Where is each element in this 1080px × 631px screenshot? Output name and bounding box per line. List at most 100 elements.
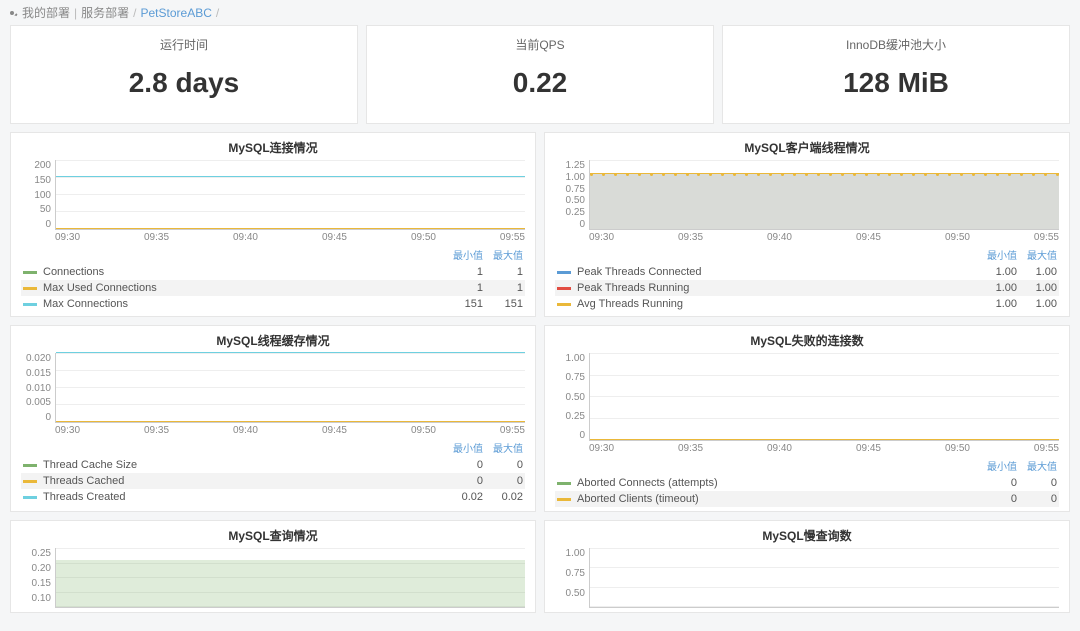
breadcrumb-current[interactable]: PetStoreABC — [141, 6, 212, 20]
series-fill — [590, 174, 1059, 229]
stat-value: 2.8 days — [11, 67, 357, 99]
stat-card-uptime: 运行时间 2.8 days — [10, 25, 358, 124]
legend-max: 151 — [493, 298, 523, 310]
legend-max: 1 — [493, 266, 523, 278]
chart[interactable]: 1.251.000.750.500.250 — [555, 160, 1059, 230]
legend-min: 0 — [987, 477, 1017, 489]
legend-swatch — [557, 271, 571, 274]
legend-row[interactable]: Aborted Connects (attempts) 00 — [555, 475, 1059, 491]
legend-row[interactable]: Thread Cache Size 00 — [21, 457, 525, 473]
legend-header: 最小值最大值 — [21, 436, 525, 457]
legend-row[interactable]: Max Used Connections11 — [21, 280, 525, 296]
stat-title: 运行时间 — [11, 36, 357, 53]
series-line — [56, 421, 525, 422]
panel-title: MySQL客户端线程情况 — [555, 139, 1059, 156]
stat-card-innodb: InnoDB缓冲池大小 128 MiB — [722, 25, 1070, 124]
legend-row[interactable]: Threads Cached00 — [21, 473, 525, 489]
legend: Thread Cache Size00Threads Cached00Threa… — [21, 457, 525, 505]
legend-label: Max Connections — [43, 298, 443, 310]
legend-label: Thread Cache Size — [43, 459, 443, 471]
legend-swatch — [557, 498, 571, 501]
dashboard: 运行时间 2.8 days 当前QPS 0.22 InnoDB缓冲池大小 128… — [0, 25, 1080, 631]
breadcrumb: 我的部署 | 服务部署 / PetStoreABC / — [0, 0, 1080, 25]
legend-row[interactable]: Avg Threads Running 1.00 1.00 — [555, 296, 1059, 312]
legend-min: 0 — [987, 493, 1017, 505]
legend-row[interactable]: Peak Threads Connected1.001.00 — [555, 264, 1059, 280]
legend: Connections11Max Used Connections11Max C… — [21, 264, 525, 312]
series-line — [56, 176, 525, 177]
legend-label: Connections — [43, 266, 443, 278]
plot-area — [55, 160, 525, 230]
chart[interactable]: 0.250.200.150.10 — [21, 548, 525, 608]
legend-max: 1.00 — [1027, 266, 1057, 278]
legend-swatch — [23, 480, 37, 483]
legend-row[interactable]: Aborted Clients (timeout)00 — [555, 491, 1059, 507]
series-line — [56, 228, 525, 229]
legend-min: 1.00 — [987, 282, 1017, 294]
panel-slow-queries: MySQL慢查询数 1.000.750.50 — [544, 520, 1070, 613]
breadcrumb-root[interactable]: 我的部署 — [22, 4, 70, 21]
y-axis: 1.251.000.750.500.250 — [555, 160, 589, 230]
breadcrumb-sep: | — [74, 6, 77, 20]
legend-max: 0 — [1027, 477, 1057, 489]
legend-max: 1 — [493, 282, 523, 294]
panel-title: MySQL查询情况 — [21, 527, 525, 544]
panel-failed-conns: MySQL失败的连接数 1.000.750.500.25009:3009:3509… — [544, 325, 1070, 512]
panel-client-threads: MySQL客户端线程情况 1.251.000.750.500.25009:3009… — [544, 132, 1070, 317]
chart[interactable]: 1.000.750.50 — [555, 548, 1059, 608]
breadcrumb-svc[interactable]: 服务部署 — [81, 4, 129, 21]
legend-min: 1.00 — [987, 298, 1017, 310]
breadcrumb-sep: / — [216, 6, 219, 20]
legend-row[interactable]: Threads Created0.020.02 — [21, 489, 525, 505]
legend-row[interactable]: Peak Threads Running1.001.00 — [555, 280, 1059, 296]
legend-swatch — [557, 287, 571, 290]
panel-queries: MySQL查询情况 0.250.200.150.10 — [10, 520, 536, 613]
chart[interactable]: 200150100500 — [21, 160, 525, 230]
legend-min: 0 — [453, 475, 483, 487]
breadcrumb-sep: / — [133, 6, 136, 20]
stat-title: 当前QPS — [367, 36, 713, 53]
legend-swatch — [23, 287, 37, 290]
x-axis: 09:3009:3509:4009:4509:5009:55 — [555, 441, 1059, 454]
plot-area — [55, 548, 525, 608]
legend-header: 最小值最大值 — [555, 454, 1059, 475]
legend-row[interactable]: Connections 11 — [21, 264, 525, 280]
stats-row: 运行时间 2.8 days 当前QPS 0.22 InnoDB缓冲池大小 128… — [10, 25, 1070, 124]
y-axis: 1.000.750.500.250 — [555, 353, 589, 441]
chart[interactable]: 0.0200.0150.0100.0050 — [21, 353, 525, 423]
legend-label: Avg Threads Running — [577, 298, 977, 310]
stat-card-qps: 当前QPS 0.22 — [366, 25, 714, 124]
legend-label: Aborted Connects (attempts) — [577, 477, 977, 489]
panel-title: MySQL连接情况 — [21, 139, 525, 156]
legend-max: 0.02 — [493, 491, 523, 503]
legend-min: 0 — [453, 459, 483, 471]
stat-value: 128 MiB — [723, 67, 1069, 99]
legend-swatch — [23, 464, 37, 467]
legend-max: 0 — [493, 459, 523, 471]
legend-swatch — [557, 303, 571, 306]
legend-row[interactable]: Max Connections 151 151 — [21, 296, 525, 312]
y-axis: 0.0200.0150.0100.0050 — [21, 353, 55, 423]
panel-title: MySQL失败的连接数 — [555, 332, 1059, 349]
legend-min: 1 — [453, 266, 483, 278]
legend-max: 0 — [493, 475, 523, 487]
x-axis: 09:3009:3509:4009:4509:5009:55 — [21, 423, 525, 436]
panel-title: MySQL慢查询数 — [555, 527, 1059, 544]
stat-value: 0.22 — [367, 67, 713, 99]
y-axis: 200150100500 — [21, 160, 55, 230]
legend-swatch — [23, 303, 37, 306]
legend-max: 0 — [1027, 493, 1057, 505]
plot-area — [589, 548, 1059, 608]
plot-area — [55, 353, 525, 423]
legend-swatch — [23, 271, 37, 274]
stat-title: InnoDB缓冲池大小 — [723, 36, 1069, 53]
series-line — [590, 173, 1059, 174]
legend-label: Threads Created — [43, 491, 443, 503]
legend-min: 1 — [453, 282, 483, 294]
chart[interactable]: 1.000.750.500.250 — [555, 353, 1059, 441]
x-axis: 09:3009:3509:4009:4509:5009:55 — [555, 230, 1059, 243]
legend-label: Peak Threads Connected — [577, 266, 977, 278]
legend-min: 151 — [453, 298, 483, 310]
series-fill — [56, 560, 525, 607]
legend-max: 1.00 — [1027, 298, 1057, 310]
